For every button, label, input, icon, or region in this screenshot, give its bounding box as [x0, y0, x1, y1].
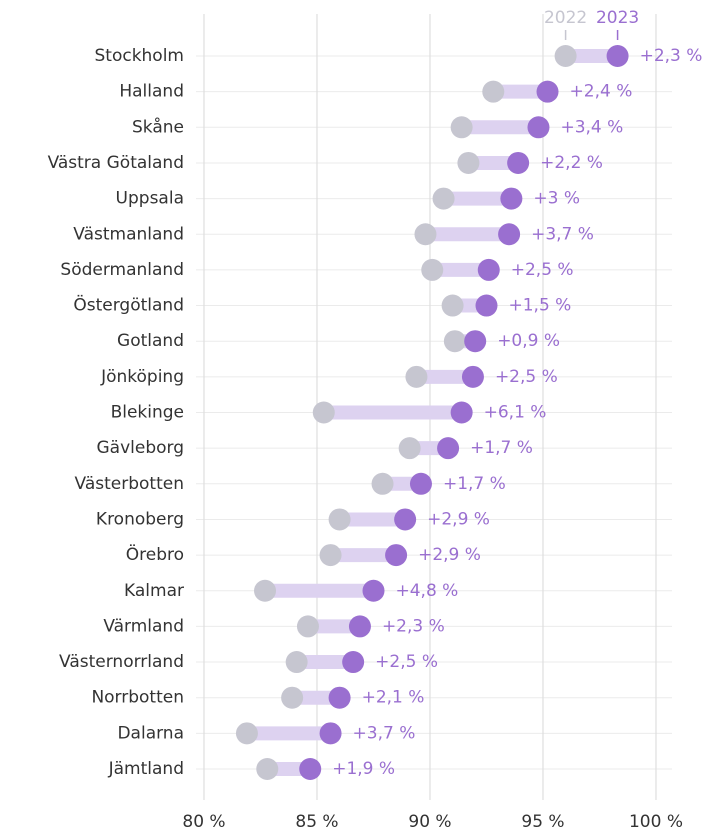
dot-2023: [464, 330, 487, 353]
difference-label: +3,4 %: [560, 117, 623, 137]
difference-label: +2,4 %: [570, 82, 633, 102]
dot-2022: [235, 722, 258, 745]
category-label: Jämtland: [108, 759, 184, 779]
category-label: Gävleborg: [96, 438, 184, 458]
difference-label: +1,9 %: [332, 759, 395, 779]
dot-2023: [450, 401, 473, 424]
category-label: Östergötland: [73, 294, 184, 316]
difference-label: +3,7 %: [531, 224, 594, 244]
dot-2022: [296, 615, 319, 638]
difference-label: +2,3 %: [382, 616, 445, 636]
difference-label: +1,5 %: [509, 296, 572, 316]
dot-2022: [285, 651, 308, 674]
x-tick-label: 100 %: [629, 812, 683, 832]
category-label: Kronoberg: [96, 509, 184, 529]
category-label: Västerbotten: [75, 474, 184, 494]
difference-label: +4,8 %: [396, 581, 459, 601]
dot-2022: [281, 686, 304, 709]
dot-2023: [299, 758, 322, 780]
x-tick-label: 95 %: [521, 812, 564, 832]
category-label: Norrbotten: [91, 688, 184, 708]
dot-2022: [371, 472, 394, 495]
legend-label: 2022: [544, 8, 587, 28]
x-tick-label: 90 %: [408, 812, 451, 832]
dot-2022: [405, 365, 428, 388]
difference-label: +2,3 %: [640, 46, 703, 66]
dot-2022: [443, 330, 466, 353]
category-label: Värmland: [103, 616, 184, 636]
difference-label: +6,1 %: [484, 403, 547, 423]
difference-label: +3 %: [533, 189, 580, 209]
dot-2022: [441, 294, 464, 317]
dot-2022: [482, 80, 505, 103]
difference-label: +2,2 %: [540, 153, 603, 173]
dot-2023: [348, 615, 371, 638]
dot-2023: [328, 686, 351, 709]
dot-2023: [500, 187, 523, 210]
category-label: Södermanland: [60, 260, 184, 280]
category-label: Västmanland: [73, 224, 184, 244]
dot-2023: [536, 80, 559, 103]
dot-2023: [475, 294, 498, 317]
difference-label: +1,7 %: [470, 438, 533, 458]
dot-2023: [394, 508, 417, 531]
dot-2022: [319, 544, 342, 567]
dot-2023: [498, 223, 521, 246]
difference-label: +2,9 %: [427, 509, 490, 529]
category-label: Örebro: [126, 543, 184, 565]
difference-label: +2,5 %: [511, 260, 574, 280]
category-label: Dalarna: [117, 723, 184, 743]
category-label: Västra Götaland: [48, 153, 184, 173]
dot-2022: [432, 187, 455, 210]
dot-2022: [398, 437, 421, 460]
category-label: Västernorrland: [59, 652, 184, 672]
difference-label: +0,9 %: [497, 331, 560, 351]
dot-2022: [312, 401, 335, 424]
dot-2022: [457, 151, 480, 174]
dot-2022: [421, 258, 444, 281]
category-label: Kalmar: [124, 581, 184, 601]
dot-2023: [507, 151, 530, 174]
dot-2023: [606, 45, 629, 67]
dot-2023: [437, 437, 460, 460]
legend-label: 2023: [596, 8, 639, 28]
difference-label: +2,5 %: [495, 367, 558, 387]
dot-2022: [414, 223, 437, 246]
dot-2022: [254, 579, 277, 602]
category-label: Uppsala: [116, 189, 184, 209]
dot-2023: [319, 722, 342, 745]
category-label: Skåne: [132, 116, 184, 137]
category-label: Gotland: [117, 331, 184, 351]
dot-2023: [461, 365, 484, 388]
difference-label: +2,9 %: [418, 545, 481, 565]
difference-label: +2,5 %: [375, 652, 438, 672]
category-label: Stockholm: [94, 46, 184, 66]
difference-label: +2,1 %: [362, 688, 425, 708]
dot-2022: [256, 758, 279, 780]
dot-2023: [362, 579, 385, 602]
category-label: Jönköping: [100, 367, 184, 387]
category-label: Blekinge: [111, 403, 184, 423]
difference-label: +1,7 %: [443, 474, 506, 494]
dot-2022: [328, 508, 351, 531]
dot-2022: [450, 116, 473, 139]
dot-2023: [477, 258, 500, 281]
dot-2023: [409, 472, 432, 495]
difference-label: +3,7 %: [353, 723, 416, 743]
dot-2022: [554, 45, 577, 67]
dot-2023: [527, 116, 550, 139]
x-tick-label: 85 %: [295, 812, 338, 832]
dot-2023: [385, 544, 408, 567]
dot-2023: [342, 651, 365, 674]
category-label: Halland: [119, 82, 184, 102]
x-tick-label: 80 %: [182, 812, 225, 832]
